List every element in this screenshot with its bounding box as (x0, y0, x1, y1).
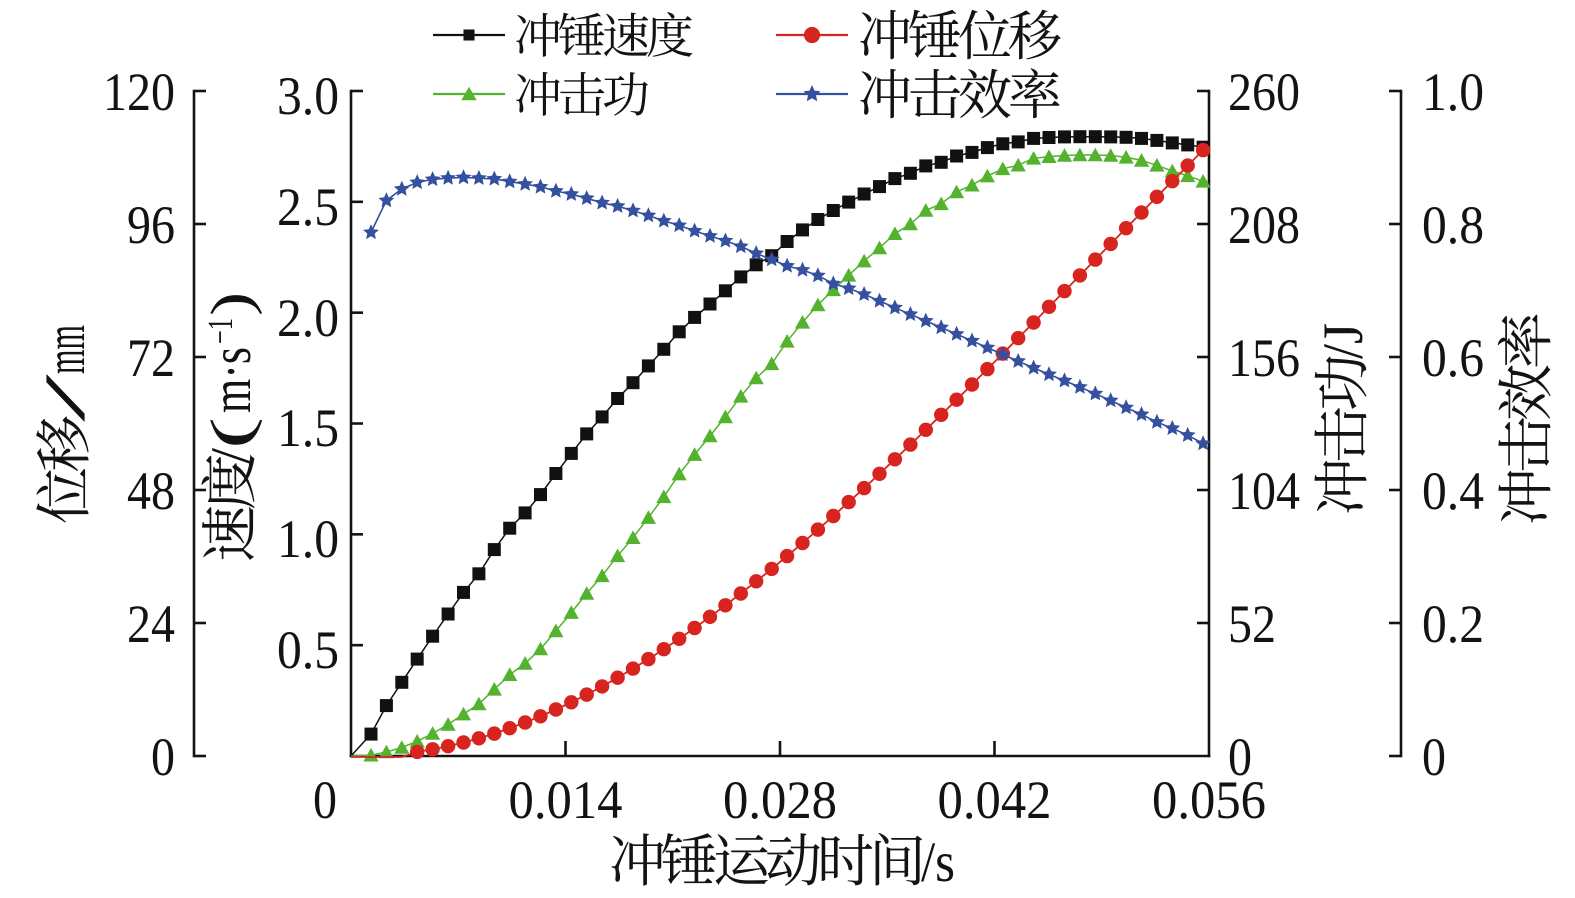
svg-text:): ) (200, 292, 263, 316)
svg-text:72: 72 (127, 328, 175, 388)
svg-text:0.042: 0.042 (938, 770, 1052, 830)
svg-text:1.0: 1.0 (277, 509, 339, 569)
svg-text:0.056: 0.056 (1152, 770, 1266, 830)
svg-text:0.6: 0.6 (1422, 328, 1484, 388)
svg-text:260: 260 (1228, 62, 1300, 122)
svg-text:m·s: m·s (200, 347, 263, 413)
svg-text:0: 0 (313, 770, 337, 830)
svg-text:0.028: 0.028 (723, 770, 837, 830)
svg-text:120: 120 (103, 62, 175, 122)
svg-text:0: 0 (1422, 727, 1446, 787)
svg-text:52: 52 (1228, 594, 1276, 654)
svg-text:mm: mm (34, 325, 97, 374)
svg-text:0.014: 0.014 (509, 770, 623, 830)
svg-text:1.0: 1.0 (1422, 62, 1484, 122)
svg-text:0: 0 (1228, 727, 1252, 787)
svg-text:48: 48 (127, 461, 175, 521)
svg-text:0.4: 0.4 (1422, 461, 1484, 521)
svg-text:3.0: 3.0 (277, 66, 339, 126)
svg-text:/: / (34, 374, 97, 422)
svg-text:208: 208 (1228, 195, 1300, 255)
svg-text:0.2: 0.2 (1422, 594, 1484, 654)
svg-text:0.5: 0.5 (277, 620, 339, 680)
svg-text:0.8: 0.8 (1422, 195, 1484, 255)
svg-text:−1: −1 (200, 318, 240, 344)
svg-text:104: 104 (1228, 461, 1300, 521)
svg-text:/J: /J (1312, 323, 1375, 359)
svg-text:1.5: 1.5 (277, 398, 339, 458)
svg-text:156: 156 (1228, 328, 1300, 388)
svg-text:24: 24 (127, 594, 175, 654)
svg-text:/: / (200, 448, 263, 464)
svg-text:96: 96 (127, 195, 175, 255)
svg-text:2.5: 2.5 (277, 177, 339, 237)
svg-text:0: 0 (151, 727, 175, 787)
svg-text:(: ( (200, 417, 263, 449)
svg-text:2.0: 2.0 (277, 288, 339, 348)
svg-text:/s: /s (921, 831, 955, 894)
